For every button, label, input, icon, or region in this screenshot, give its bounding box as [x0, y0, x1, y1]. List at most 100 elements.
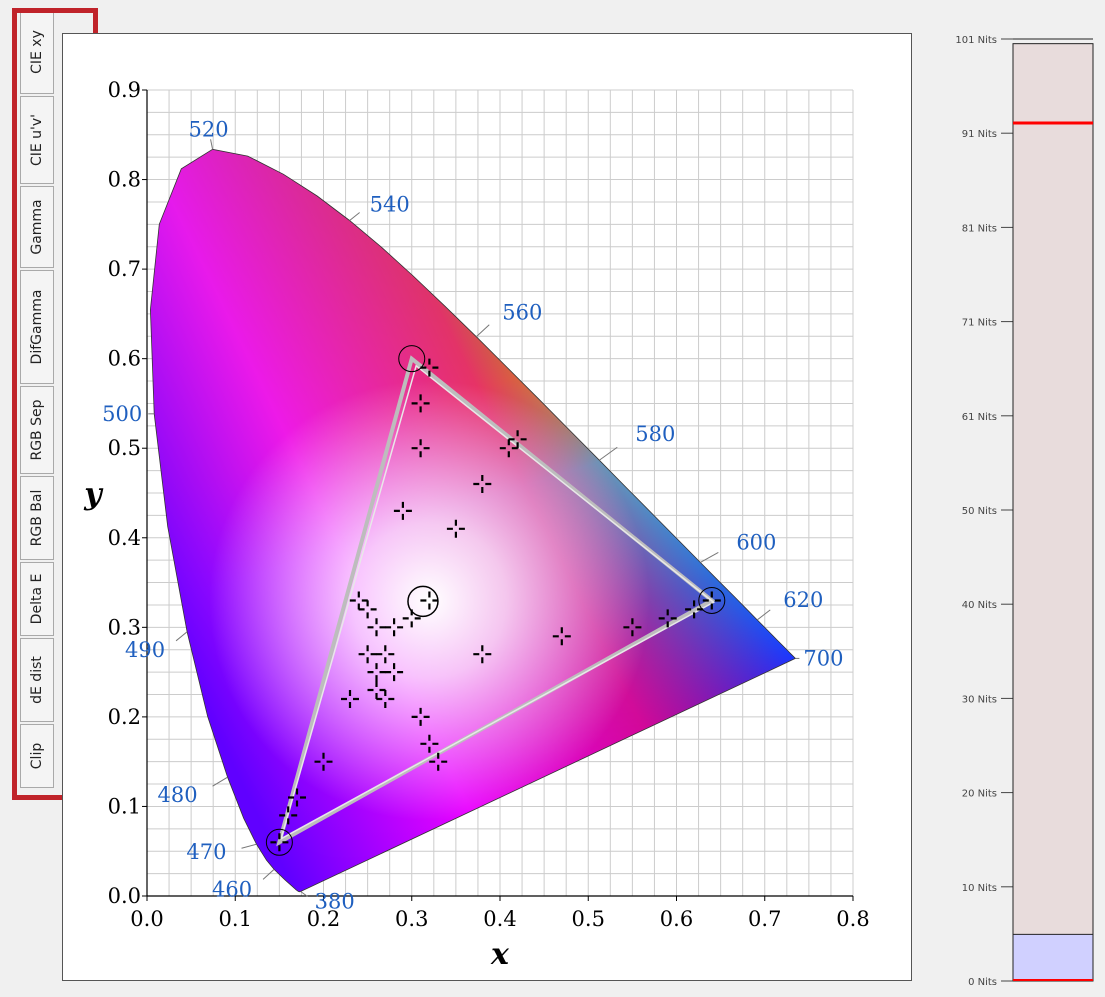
target-point-green	[398, 345, 426, 373]
measurement-mark	[288, 788, 306, 807]
nits-tick-label: 50 Nits	[962, 506, 997, 517]
tab-label: dE dist	[29, 656, 45, 704]
y-axis-label: y	[83, 477, 104, 512]
wavelength-label: 520	[189, 117, 229, 141]
measurement-mark	[420, 591, 439, 610]
tab-2[interactable]: CIE u'v'	[20, 96, 54, 184]
y-tick-label: 0.4	[108, 526, 141, 550]
y-tick-label: 0.0	[108, 884, 141, 908]
x-axis-label: x	[490, 937, 510, 972]
wavelength-tick	[300, 891, 308, 897]
y-tick-label: 0.6	[108, 347, 141, 371]
wavelength-label: 580	[635, 422, 675, 446]
tab-1[interactable]: CIE xy	[20, 10, 54, 94]
fill-white	[150, 149, 796, 892]
cie-xy-chart: 0.0 0.1 0.2 0.3 0.4 0.5 0.6 0.7 0.8 0.0 0.1 0.2 0.3 0…	[83, 78, 869, 972]
measurement-point	[358, 645, 377, 664]
luminance-chart: 0 Nits 10 Nits 20 Nits 30 Nits 40 Nits 50 Nit…	[955, 35, 1094, 988]
measurement-point	[367, 663, 386, 682]
x-tick-label: 0.7	[748, 907, 781, 931]
nits-tick-label: 61 Nits	[962, 412, 997, 423]
measurement-mark	[429, 752, 448, 771]
measurement-mark	[314, 752, 333, 771]
wavelength-label: 540	[370, 192, 410, 216]
measurement-point	[349, 591, 368, 610]
measurement-mark	[623, 618, 642, 637]
nits-tick-label: 71 Nits	[962, 318, 997, 329]
wavelength-label: 460	[212, 877, 252, 901]
tab-6[interactable]: RGB Bal	[20, 476, 54, 560]
nits-tick-label: 20 Nits	[962, 789, 997, 800]
measurement-mark	[367, 618, 386, 637]
measurement-mark	[411, 439, 430, 458]
measurement-mark	[411, 707, 430, 726]
tab-3[interactable]: Gamma	[20, 186, 54, 268]
measurement-point	[473, 475, 492, 493]
measurement-point	[702, 591, 721, 610]
nits-bar	[1012, 43, 1094, 982]
wavelength-tick	[756, 609, 771, 621]
wavelength-tick	[210, 139, 214, 150]
y-tick-label: 0.8	[108, 168, 141, 192]
y-tick-label: 0.3	[108, 615, 141, 639]
nits-tick-label: 0 Nits	[968, 977, 997, 988]
measurement-mark	[420, 734, 439, 753]
luminance-panel: 0 Nits 10 Nits 20 Nits 30 Nits 40 Nits 50 Nit…	[930, 25, 1105, 997]
measurement-mark	[658, 609, 677, 628]
tab-label: RGB Sep	[29, 399, 45, 461]
wavelength-tick	[700, 551, 719, 563]
measurement-point	[552, 627, 571, 646]
tab-7[interactable]: Delta E	[20, 562, 54, 636]
tab-4[interactable]: DifGamma	[20, 270, 54, 384]
measurement-mark	[385, 663, 404, 682]
nits-tick-label: 91 Nits	[962, 129, 997, 140]
tab-label: Clip	[29, 742, 45, 770]
measurement-mark	[402, 609, 421, 628]
wavelength-label: 480	[157, 783, 197, 807]
wavelength-tick	[349, 212, 360, 221]
measurement-mark	[393, 501, 412, 520]
measurement-point	[658, 609, 677, 628]
y-tick-label: 0.2	[108, 705, 141, 729]
measurement-point	[420, 358, 439, 377]
measured-gamut-triangle	[279, 364, 715, 841]
wavelength-tick	[212, 776, 228, 787]
measurement-point	[367, 618, 386, 637]
measurement-point	[420, 591, 439, 610]
measurement-mark	[376, 690, 395, 708]
wavelength-tick	[241, 843, 257, 849]
wavelength-label: 560	[502, 301, 542, 325]
nits-tick-label: 30 Nits	[962, 694, 997, 705]
measurement-mark	[552, 627, 571, 646]
measurement-point	[411, 707, 430, 726]
target-point-blue	[265, 828, 293, 856]
x-tick-label: 0.5	[572, 907, 605, 931]
measurement-mark	[358, 600, 377, 619]
measurement-point	[279, 806, 298, 825]
tab-5[interactable]: RGB Sep	[20, 386, 54, 474]
y-tick-label: 0.7	[108, 257, 141, 281]
measurement-mark	[349, 591, 368, 610]
tab-label: Gamma	[29, 199, 45, 255]
measurement-point	[623, 618, 642, 637]
measurement-point	[429, 752, 448, 771]
cie-chart-panel: 0.0 0.1 0.2 0.3 0.4 0.5 0.6 0.7 0.8 0.0 0.1 0.2 0.3 0…	[62, 33, 912, 981]
measurement-point	[446, 519, 465, 538]
wavelength-label: 490	[125, 638, 165, 662]
measurement-point	[411, 394, 430, 413]
tab-8[interactable]: dE dist	[20, 638, 54, 722]
target-point-red	[698, 586, 726, 614]
measurement-point	[341, 690, 359, 708]
tab-9[interactable]: Clip	[20, 724, 54, 788]
measurement-mark	[376, 645, 395, 664]
tab-label: DifGamma	[29, 289, 45, 365]
measurement-point	[393, 501, 412, 520]
y-tick-label: 0.1	[108, 794, 141, 818]
wavelength-tick	[475, 324, 490, 338]
nits-tick-label: 10 Nits	[962, 883, 997, 894]
measurement-mark	[446, 519, 465, 538]
tab-label: Delta E	[29, 573, 45, 625]
measurement-mark	[367, 681, 386, 699]
nits-tick-label: 40 Nits	[962, 600, 997, 611]
measurement-mark	[385, 618, 404, 637]
